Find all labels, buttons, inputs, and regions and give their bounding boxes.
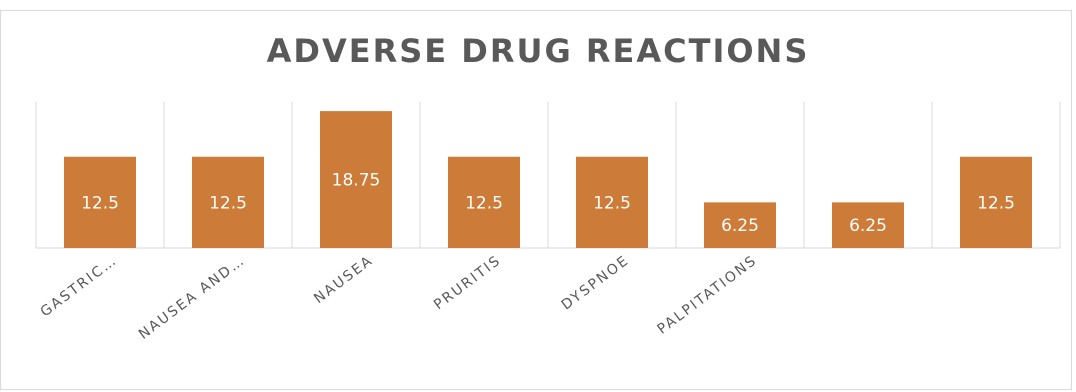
data-label: 6.25 bbox=[721, 216, 759, 236]
data-label: 12.5 bbox=[81, 193, 119, 213]
category-label: PALPITATIONS bbox=[655, 252, 761, 337]
category-label: NAUSEA bbox=[311, 252, 376, 307]
data-label: 12.5 bbox=[977, 193, 1015, 213]
data-label: 18.75 bbox=[332, 171, 381, 191]
category-label: NAUSEA AND… bbox=[136, 252, 249, 342]
category-label: DYSPNOE bbox=[559, 252, 633, 313]
data-label: 12.5 bbox=[465, 193, 503, 213]
data-label: 12.5 bbox=[209, 193, 247, 213]
category-labels: GASTRIC… NAUSEA AND… NAUSEA PRURITIS DYSPNOE… bbox=[38, 252, 761, 342]
category-label: GASTRIC… bbox=[38, 252, 121, 320]
grid-lines bbox=[36, 102, 1060, 248]
category-label: PRURITIS bbox=[431, 252, 504, 313]
data-label: 6.25 bbox=[849, 216, 887, 236]
data-label: 12.5 bbox=[593, 193, 631, 213]
